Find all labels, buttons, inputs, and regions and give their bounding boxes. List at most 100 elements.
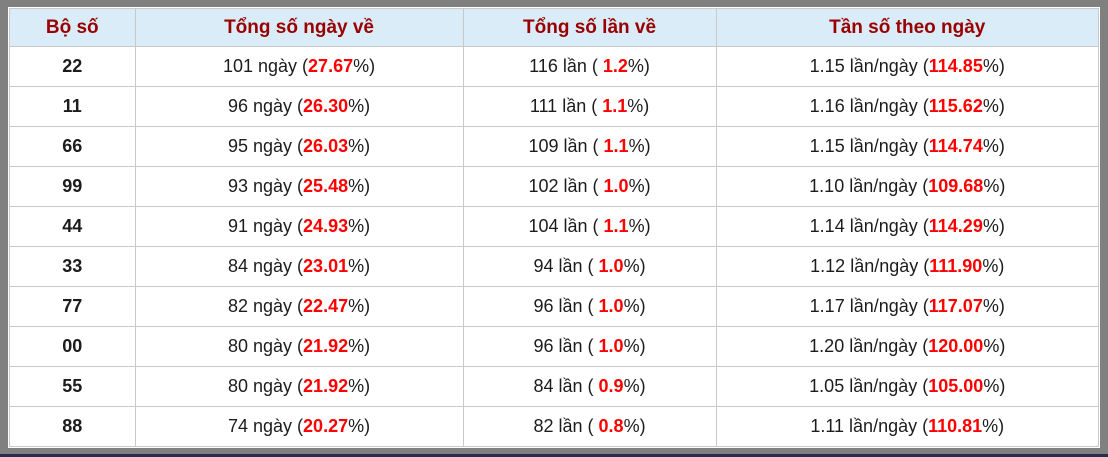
- times-cell: 94 lần ( 1.0%): [462, 246, 717, 287]
- freq-cell: 1.12 lần/ngày (111.90%): [715, 246, 1099, 287]
- times-cell-percent-value: 1.2: [602, 56, 628, 76]
- days-cell: 96 ngày (26.30%): [134, 86, 464, 127]
- days-cell-text-close: %): [348, 336, 371, 356]
- days-cell: 80 ngày (21.92%): [134, 366, 464, 407]
- freq-cell: 1.11 lần/ngày (110.81%): [715, 406, 1099, 447]
- times-cell-text: 94 lần (: [533, 256, 599, 276]
- times-cell-percent-value: 1.1: [603, 136, 629, 156]
- stats-table: Bộ số Tổng số ngày về Tổng số lần về Tần số…: [9, 8, 1099, 447]
- days-cell-text: 96 ngày (: [227, 96, 304, 116]
- freq-cell-text: 1.17 lần/ngày (: [809, 296, 929, 316]
- days-cell: 101 ngày (27.67%): [134, 46, 464, 87]
- freq-cell-percent-value: 115.62: [928, 96, 983, 116]
- freq-cell: 1.14 lần/ngày (114.29%): [715, 206, 1099, 247]
- times-cell-text: 104 lần (: [528, 216, 604, 236]
- freq-cell: 1.05 lần/ngày (105.00%): [715, 366, 1099, 407]
- times-cell-text: 111 lần (: [529, 96, 603, 116]
- table-row: 55 80 ngày (21.92%) 84 lần ( 0.9%) 1.05 lần…: [9, 366, 1099, 407]
- freq-cell-text: 1.11 lần/ngày (: [810, 416, 929, 436]
- times-cell: 111 lần ( 1.1%): [462, 86, 717, 127]
- freq-cell-text: 1.05 lần/ngày (: [809, 376, 929, 396]
- times-cell: 82 lần ( 0.8%): [462, 406, 717, 447]
- pair-cell: 11: [9, 86, 136, 127]
- days-cell-text-close: %): [348, 216, 371, 236]
- freq-cell-text-close: %): [983, 336, 1006, 356]
- days-cell-text: 80 ngày (: [227, 376, 304, 396]
- pair-cell: 55: [9, 366, 136, 407]
- days-cell-text-close: %): [348, 296, 371, 316]
- days-cell-percent-value: 27.67: [308, 56, 354, 76]
- freq-cell-text-close: %): [982, 416, 1005, 436]
- days-cell-percent-value: 20.27: [303, 416, 349, 436]
- times-cell-text-close: %): [623, 296, 646, 316]
- freq-cell-percent-value: 120.00: [928, 336, 984, 356]
- freq-cell: 1.15 lần/ngày (114.74%): [715, 126, 1099, 167]
- days-cell: 91 ngày (24.93%): [134, 206, 464, 247]
- pair-cell: 00: [9, 326, 136, 367]
- freq-cell-percent-value: 109.68: [928, 176, 984, 196]
- times-cell-percent-value: 1.0: [598, 336, 624, 356]
- freq-cell: 1.17 lần/ngày (117.07%): [715, 286, 1099, 327]
- times-cell-text: 82 lần (: [533, 416, 599, 436]
- times-cell-text-close: %): [628, 136, 651, 156]
- times-cell-percent-value: 0.8: [598, 416, 624, 436]
- times-cell: 116 lần ( 1.2%): [462, 46, 717, 87]
- times-cell-text-close: %): [623, 256, 646, 276]
- days-cell-text: 93 ngày (: [227, 176, 304, 196]
- times-cell-text-close: %): [627, 96, 650, 116]
- freq-cell-percent-value: 110.81: [928, 416, 983, 436]
- stats-table-wrapper: Bộ số Tổng số ngày về Tổng số lần về Tần số…: [8, 7, 1100, 448]
- bottom-strip: [0, 454, 1108, 457]
- days-cell-text: 80 ngày (: [227, 336, 304, 356]
- times-cell: 109 lần ( 1.1%): [462, 126, 717, 167]
- freq-cell: 1.10 lần/ngày (109.68%): [715, 166, 1099, 207]
- freq-cell-text: 1.16 lần/ngày (: [809, 96, 929, 116]
- days-cell-percent-value: 22.47: [303, 296, 349, 316]
- freq-cell-text-close: %): [982, 296, 1005, 316]
- header-total-times: Tổng số lần về: [462, 8, 717, 47]
- days-cell-percent-value: 26.03: [303, 136, 349, 156]
- times-cell: 96 lần ( 1.0%): [462, 326, 717, 367]
- freq-cell-percent-value: 105.00: [928, 376, 984, 396]
- days-cell-text: 95 ngày (: [227, 136, 304, 156]
- days-cell: 82 ngày (22.47%): [134, 286, 464, 327]
- days-cell: 95 ngày (26.03%): [134, 126, 464, 167]
- times-cell-percent-value: 1.0: [603, 176, 629, 196]
- times-cell-text: 109 lần (: [528, 136, 604, 156]
- freq-cell: 1.16 lần/ngày (115.62%): [715, 86, 1099, 127]
- times-cell: 104 lần ( 1.1%): [462, 206, 717, 247]
- freq-cell-text-close: %): [982, 216, 1005, 236]
- table-row: 33 84 ngày (23.01%) 94 lần ( 1.0%) 1.12 lần…: [9, 246, 1099, 287]
- pair-cell: 33: [9, 246, 136, 287]
- freq-cell-text: 1.15 lần/ngày (: [809, 136, 929, 156]
- freq-cell-text-close: %): [982, 256, 1005, 276]
- freq-cell-text: 1.20 lần/ngày (: [809, 336, 929, 356]
- days-cell-percent-value: 25.48: [303, 176, 349, 196]
- times-cell-text-close: %): [627, 56, 650, 76]
- days-cell-percent-value: 23.01: [303, 256, 349, 276]
- table-row: 88 74 ngày (20.27%) 82 lần ( 0.8%) 1.11 lần…: [9, 406, 1099, 447]
- times-cell-text-close: %): [628, 176, 651, 196]
- pair-cell: 44: [9, 206, 136, 247]
- days-cell-percent-value: 21.92: [303, 336, 349, 356]
- times-cell: 84 lần ( 0.9%): [462, 366, 717, 407]
- days-cell-text-close: %): [348, 416, 371, 436]
- freq-cell-text-close: %): [982, 96, 1005, 116]
- table-row: 00 80 ngày (21.92%) 96 lần ( 1.0%) 1.20 lần…: [9, 326, 1099, 367]
- times-cell: 96 lần ( 1.0%): [462, 286, 717, 327]
- freq-cell-text-close: %): [983, 176, 1006, 196]
- freq-cell-text: 1.12 lần/ngày (: [810, 256, 930, 276]
- days-cell: 80 ngày (21.92%): [134, 326, 464, 367]
- table-row: 44 91 ngày (24.93%) 104 lần ( 1.1%) 1.14 lầ…: [9, 206, 1099, 247]
- table-row: 11 96 ngày (26.30%) 111 lần ( 1.1%) 1.16 lầ…: [9, 86, 1099, 127]
- header-total-days: Tổng số ngày về: [134, 8, 464, 47]
- freq-cell-text-close: %): [982, 136, 1005, 156]
- days-cell-text: 82 ngày (: [227, 296, 304, 316]
- freq-cell-percent-value: 114.29: [928, 216, 983, 236]
- times-cell-percent-value: 1.1: [603, 216, 629, 236]
- days-cell-text: 91 ngày (: [227, 216, 304, 236]
- days-cell-text: 101 ngày (: [222, 56, 309, 76]
- times-cell-percent-value: 1.0: [598, 296, 624, 316]
- days-cell-percent-value: 26.30: [303, 96, 349, 116]
- freq-cell-text: 1.14 lần/ngày (: [809, 216, 929, 236]
